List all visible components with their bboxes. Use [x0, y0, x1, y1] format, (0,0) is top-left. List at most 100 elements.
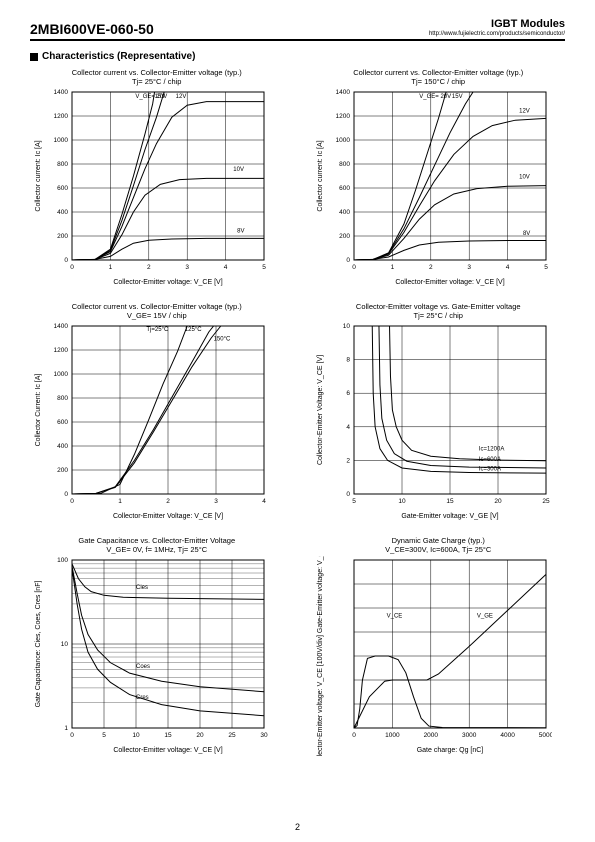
svg-text:1000: 1000	[54, 371, 69, 378]
svg-text:10: 10	[398, 498, 406, 505]
svg-text:Coes: Coes	[136, 664, 150, 670]
svg-text:15V: 15V	[451, 94, 462, 100]
svg-text:Tj=25°C: Tj=25°C	[146, 327, 169, 333]
svg-text:3: 3	[185, 264, 189, 271]
svg-text:600: 600	[339, 185, 350, 192]
svg-text:12V: 12V	[176, 94, 187, 100]
chart-block: Gate Capacitance vs. Collector-Emitter V…	[30, 536, 284, 756]
svg-text:150°C: 150°C	[214, 336, 231, 342]
svg-text:10V: 10V	[519, 174, 530, 180]
svg-text:2: 2	[428, 264, 432, 271]
svg-text:6: 6	[346, 390, 350, 397]
svg-text:V_GE: V_GE	[476, 614, 492, 620]
chart-block: Collector current vs. Collector-Emitter …	[30, 68, 284, 288]
svg-text:1000: 1000	[335, 137, 350, 144]
svg-text:5: 5	[544, 264, 548, 271]
svg-text:600: 600	[57, 185, 68, 192]
svg-text:4: 4	[346, 424, 350, 431]
svg-text:Collector Current: Ic [A]: Collector Current: Ic [A]	[35, 374, 42, 447]
chart-block: Collector-Emitter voltage vs. Gate-Emitt…	[312, 302, 566, 522]
charts-grid: Collector current vs. Collector-Emitter …	[30, 68, 565, 756]
svg-text:1200: 1200	[54, 113, 69, 120]
svg-text:1200: 1200	[335, 113, 350, 120]
svg-text:0: 0	[346, 257, 350, 264]
svg-text:400: 400	[57, 209, 68, 216]
svg-text:0: 0	[70, 498, 74, 505]
svg-text:15: 15	[446, 498, 454, 505]
svg-text:25: 25	[228, 732, 236, 739]
svg-text:800: 800	[57, 161, 68, 168]
svg-text:200: 200	[57, 467, 68, 474]
chart-title: Gate Capacitance vs. Collector-Emitter V…	[30, 536, 284, 554]
svg-text:2: 2	[346, 457, 350, 464]
svg-text:Collector-Emitter Voltage: V_C: Collector-Emitter Voltage: V_CE [V]	[317, 355, 324, 465]
svg-text:1400: 1400	[54, 323, 69, 330]
svg-text:1: 1	[64, 725, 68, 732]
svg-text:4000: 4000	[500, 732, 515, 739]
chart-c3: 012340200400600800100012001400Tj=25°C125…	[30, 322, 270, 522]
svg-text:15V: 15V	[155, 94, 166, 100]
chart-title: Collector current vs. Collector-Emitter …	[30, 68, 284, 86]
svg-text:800: 800	[57, 395, 68, 402]
header: 2MBI600VE-060-50 IGBT Modules http://www…	[30, 18, 565, 41]
svg-text:125°C: 125°C	[185, 327, 202, 333]
svg-text:Ic=300A: Ic=300A	[478, 466, 500, 472]
svg-text:10V: 10V	[233, 167, 244, 173]
svg-text:0: 0	[352, 264, 356, 271]
svg-text:3: 3	[214, 498, 218, 505]
svg-text:200: 200	[339, 233, 350, 240]
svg-text:20: 20	[494, 498, 502, 505]
svg-text:Ic=600A: Ic=600A	[478, 457, 500, 463]
chart-c5: 051015202530110100CiesCoesCresCollector-…	[30, 556, 270, 756]
chart-block: Collector current vs. Collector-Emitter …	[30, 302, 284, 522]
svg-text:3: 3	[467, 264, 471, 271]
svg-text:Collector-Emitter voltage: V_C: Collector-Emitter voltage: V_CE [V]	[395, 279, 504, 286]
chart-title: Dynamic Gate Charge (typ.) V_CE=300V, Ic…	[312, 536, 566, 554]
svg-text:4: 4	[505, 264, 509, 271]
svg-text:1400: 1400	[54, 89, 69, 96]
svg-text:0: 0	[70, 264, 74, 271]
svg-text:1000: 1000	[54, 137, 69, 144]
svg-text:100: 100	[57, 557, 68, 564]
svg-text:15: 15	[164, 732, 172, 739]
svg-text:5: 5	[352, 498, 356, 505]
svg-text:5000: 5000	[538, 732, 551, 739]
svg-text:1400: 1400	[335, 89, 350, 96]
chart-title: Collector-Emitter voltage vs. Gate-Emitt…	[312, 302, 566, 320]
svg-text:Gate-Emitter voltage: V_GE [V]: Gate-Emitter voltage: V_GE [V]	[401, 513, 498, 520]
chart-c6: 010002000300040005000V_CEV_GEGate charge…	[312, 556, 552, 756]
svg-text:400: 400	[339, 209, 350, 216]
svg-text:Collector current: Ic [A]: Collector current: Ic [A]	[35, 140, 42, 211]
svg-text:1000: 1000	[385, 732, 400, 739]
svg-text:2000: 2000	[423, 732, 438, 739]
svg-text:0: 0	[352, 732, 356, 739]
svg-text:5: 5	[262, 264, 266, 271]
part-number: 2MBI600VE-060-50	[30, 21, 154, 37]
svg-text:25: 25	[542, 498, 550, 505]
svg-text:10: 10	[132, 732, 140, 739]
page-number: 2	[0, 822, 595, 832]
svg-text:8V: 8V	[237, 228, 244, 234]
svg-text:8V: 8V	[522, 231, 529, 237]
svg-text:1: 1	[109, 264, 113, 271]
svg-text:0: 0	[64, 491, 68, 498]
chart-title: Collector current vs. Collector-Emitter …	[312, 68, 566, 86]
svg-text:2: 2	[166, 498, 170, 505]
svg-text:4: 4	[224, 264, 228, 271]
section-title: Characteristics (Representative)	[30, 51, 565, 62]
svg-text:4: 4	[262, 498, 266, 505]
svg-text:Collector-Emitter voltage: V_C: Collector-Emitter voltage: V_CE [V]	[113, 279, 222, 286]
square-bullet-icon	[30, 53, 38, 61]
svg-text:12V: 12V	[519, 108, 530, 114]
svg-text:5: 5	[102, 732, 106, 739]
svg-text:1200: 1200	[54, 347, 69, 354]
svg-text:400: 400	[57, 443, 68, 450]
svg-text:0: 0	[346, 491, 350, 498]
svg-text:Cies: Cies	[136, 585, 148, 591]
section-title-text: Characteristics (Representative)	[42, 51, 195, 62]
chart-block: Dynamic Gate Charge (typ.) V_CE=300V, Ic…	[312, 536, 566, 756]
svg-text:10: 10	[342, 323, 350, 330]
svg-text:Gate Capacitance: Cies, Coes,: Gate Capacitance: Cies, Coes, Cres [nF]	[35, 581, 42, 708]
svg-text:30: 30	[260, 732, 268, 739]
module-type: IGBT Modules	[429, 18, 565, 30]
